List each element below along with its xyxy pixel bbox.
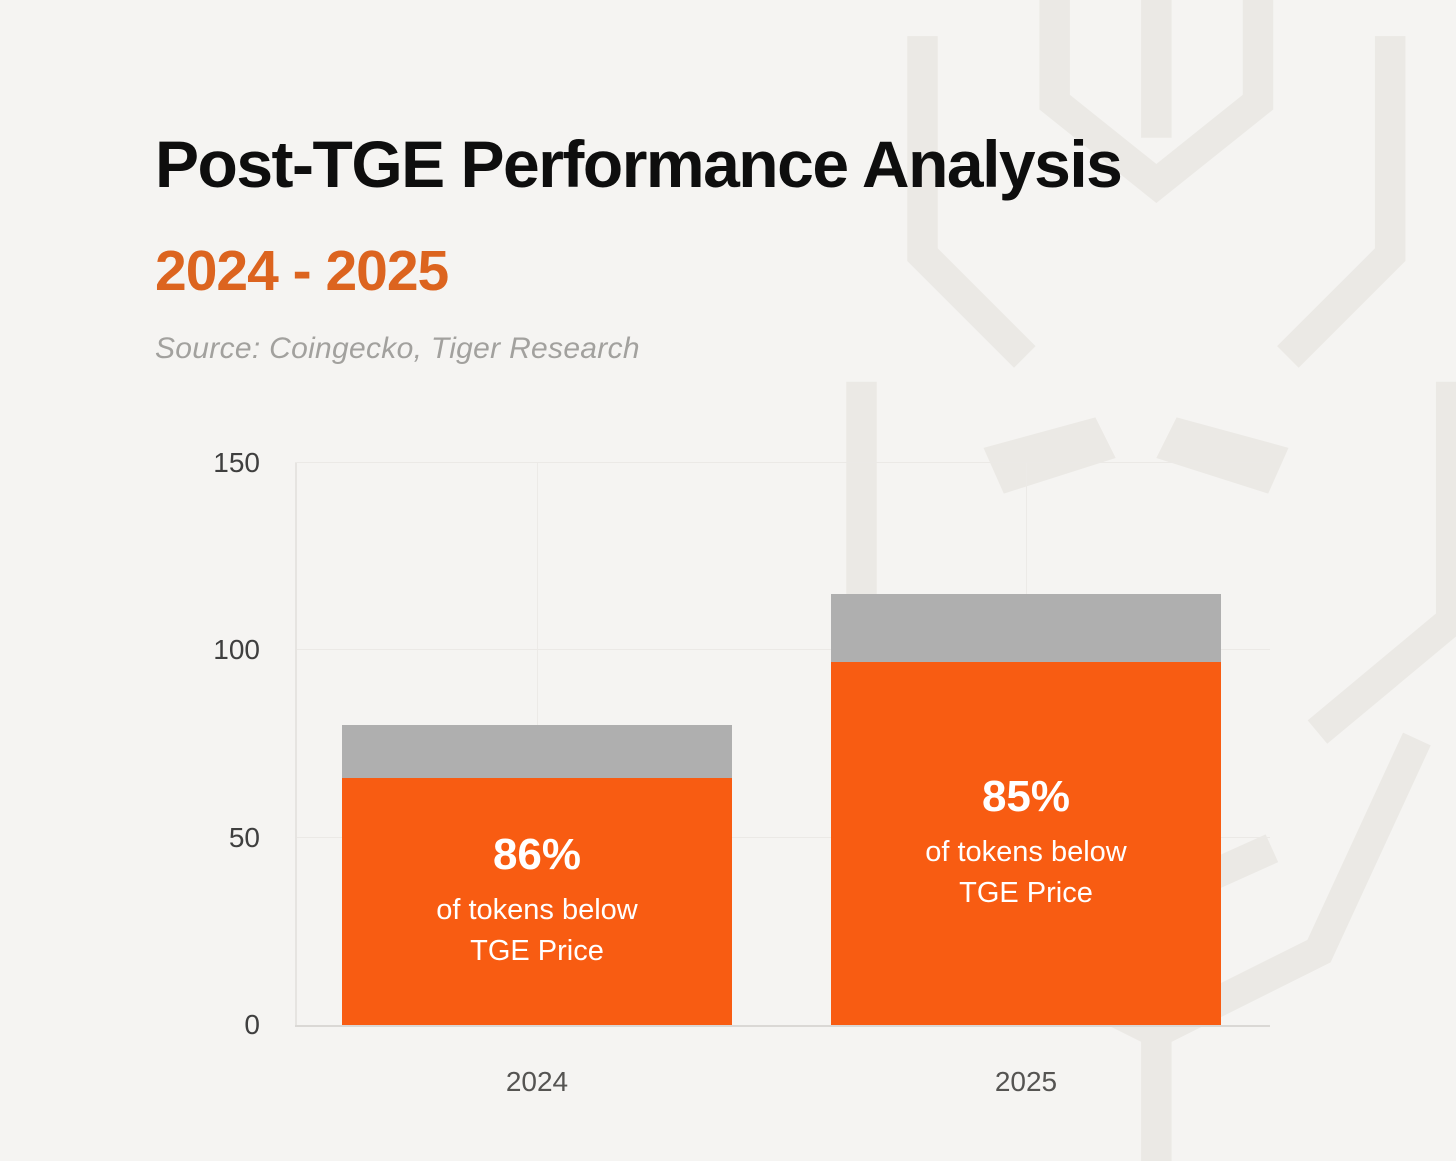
gridline-100 [295, 649, 1270, 651]
bar-percent-label: 86% [492, 830, 582, 880]
y-axis-line [295, 463, 297, 1025]
x-label-2024: 2024 [505, 1066, 569, 1097]
bar-sub-label: of tokens below [925, 836, 1127, 869]
y-tick-label-100: 100 [213, 634, 260, 666]
y-axis: 0 50 100 150 [120, 447, 260, 1040]
bar-2024: 86% of tokens below TGE Price [342, 725, 732, 1025]
bar-sub-label: TGE Price [470, 935, 604, 968]
bar-segment-above-tge-2025 [831, 594, 1221, 662]
gridline-50 [295, 836, 1270, 838]
bar-sub-label: of tokens below [436, 894, 638, 927]
source-caption: Source: Coingecko, Tiger Research [155, 332, 640, 365]
bar-segment-below-tge-2024: 86% of tokens below TGE Price [342, 777, 732, 1025]
y-tick-label-150: 150 [213, 447, 260, 478]
x-axis: 2024 2025 [295, 1066, 1270, 1110]
y-tick-label-0: 0 [244, 1009, 260, 1040]
x-label-2025: 2025 [994, 1066, 1058, 1097]
bar-segment-below-tge-2025: 85% of tokens below TGE Price [831, 661, 1221, 1025]
bar-2025: 85% of tokens below TGE Price [831, 594, 1221, 1025]
plot-area: 86% of tokens below TGE Price 85% of tokens … [295, 462, 1270, 1027]
x-axis-line [295, 1025, 1270, 1027]
page-subtitle-period: 2024 - 2025 [155, 239, 449, 303]
bar-percent-label: 85% [981, 772, 1071, 822]
bar-segment-above-tge-2024 [342, 725, 732, 778]
bar-annotation-2024: 86% of tokens below TGE Price [436, 830, 638, 972]
page-title: Post-TGE Performance Analysis [155, 127, 1123, 201]
y-tick-label-50: 50 [228, 821, 260, 853]
gridline-150 [295, 462, 1270, 463]
bar-annotation-2025: 85% of tokens below TGE Price [925, 772, 1127, 914]
bar-sub-label: TGE Price [959, 877, 1093, 910]
